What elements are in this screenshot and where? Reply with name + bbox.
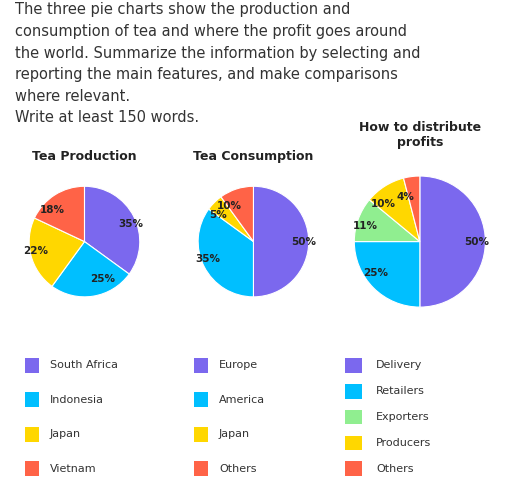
- Text: Retailers: Retailers: [376, 386, 425, 396]
- Text: Vietnam: Vietnam: [50, 464, 97, 474]
- Bar: [194, 427, 208, 442]
- Wedge shape: [198, 209, 253, 297]
- Text: The three pie charts show the production and
consumption of tea and where the pr: The three pie charts show the production…: [15, 2, 421, 125]
- Text: 11%: 11%: [353, 221, 378, 232]
- Bar: [345, 436, 362, 451]
- Wedge shape: [253, 186, 309, 297]
- Text: America: America: [219, 395, 265, 405]
- Wedge shape: [420, 176, 485, 307]
- Text: Exporters: Exporters: [376, 412, 430, 422]
- Text: 5%: 5%: [209, 210, 227, 220]
- Wedge shape: [354, 200, 420, 242]
- Wedge shape: [209, 197, 253, 242]
- Bar: [345, 461, 362, 476]
- Text: Delivery: Delivery: [376, 360, 423, 370]
- Wedge shape: [369, 178, 420, 242]
- Wedge shape: [403, 176, 420, 242]
- Wedge shape: [29, 218, 84, 286]
- Text: 50%: 50%: [464, 237, 489, 246]
- Title: Tea Consumption: Tea Consumption: [193, 150, 314, 163]
- Text: 35%: 35%: [195, 253, 220, 264]
- Wedge shape: [221, 186, 253, 242]
- Bar: [25, 427, 39, 442]
- Text: Japan: Japan: [219, 429, 250, 439]
- Text: 22%: 22%: [23, 246, 48, 256]
- Text: 10%: 10%: [371, 199, 396, 209]
- Text: 50%: 50%: [291, 237, 316, 246]
- Bar: [25, 358, 39, 373]
- Bar: [345, 410, 362, 424]
- Text: Others: Others: [219, 464, 257, 474]
- Title: Tea Production: Tea Production: [32, 150, 137, 163]
- Bar: [194, 358, 208, 373]
- Text: 4%: 4%: [396, 192, 414, 202]
- Text: Producers: Producers: [376, 438, 432, 448]
- Title: How to distribute
profits: How to distribute profits: [359, 121, 481, 149]
- Bar: [25, 392, 39, 407]
- Text: 25%: 25%: [90, 274, 115, 283]
- Bar: [345, 358, 362, 373]
- Text: 10%: 10%: [217, 201, 242, 211]
- Text: South Africa: South Africa: [50, 360, 118, 370]
- FancyBboxPatch shape: [329, 337, 510, 491]
- Text: Europe: Europe: [219, 360, 258, 370]
- Text: Japan: Japan: [50, 429, 81, 439]
- FancyBboxPatch shape: [13, 337, 156, 491]
- Wedge shape: [34, 186, 84, 242]
- Bar: [345, 384, 362, 398]
- Wedge shape: [52, 242, 129, 297]
- Bar: [25, 461, 39, 476]
- Text: 35%: 35%: [118, 219, 143, 230]
- Wedge shape: [84, 186, 140, 274]
- Text: 25%: 25%: [364, 268, 388, 278]
- Bar: [194, 461, 208, 476]
- Text: Indonesia: Indonesia: [50, 395, 104, 405]
- Text: Others: Others: [376, 464, 414, 474]
- Wedge shape: [354, 242, 420, 307]
- Text: 18%: 18%: [39, 205, 65, 215]
- FancyBboxPatch shape: [182, 337, 325, 491]
- Bar: [194, 392, 208, 407]
